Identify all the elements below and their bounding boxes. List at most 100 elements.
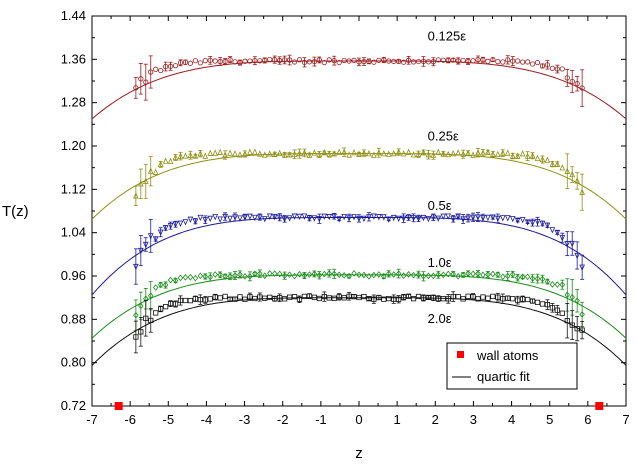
data-point [261,151,268,158]
data-point [559,310,565,316]
data-point [405,271,412,278]
data-point [207,215,214,223]
data-point [232,214,238,221]
data-point [579,188,585,195]
data-point [272,296,278,302]
data-point [475,270,481,277]
series-3-markers [133,268,585,331]
data-point [331,58,337,64]
data-point [549,160,556,167]
data-point [396,58,402,64]
data-point [425,215,432,223]
data-point [252,295,258,302]
data-point [544,302,551,308]
x-tick-label: -3 [239,412,251,427]
data-point [227,272,233,280]
data-point [485,214,491,222]
data-point [509,152,516,159]
fit-curve-0 [91,60,627,120]
data-point [410,296,417,302]
data-point [202,152,209,159]
data-point [158,67,164,74]
data-point [237,60,243,66]
data-point [549,65,555,71]
data-point [271,270,278,277]
data-point [187,298,194,304]
data-point [291,213,298,220]
data-point [495,294,501,300]
data-point [138,329,144,335]
data-point [361,149,367,156]
data-point [514,152,521,159]
data-point [579,85,585,91]
data-point [440,296,446,302]
axes: -7 -6 -5 -4 -3 -2 -1 0 1 2 3 4 5 6 7 0.72 0.80 0.88 0.96 1.… [2,8,630,462]
data-point [559,235,566,242]
data-point [346,293,352,299]
data-point [326,270,332,277]
data-point [177,274,184,282]
data-point [529,61,536,67]
data-point [371,271,377,279]
data-point [346,151,352,158]
data-point [252,214,258,222]
data-point [539,155,546,163]
data-point [227,149,233,156]
data-point [381,57,387,63]
series-labels: 0.125ε 0.25ε 0.5ε 1.0ε 2.0ε [428,28,467,326]
data-point [197,60,203,66]
data-point [266,150,273,157]
y-tick-label: 1.12 [61,181,86,196]
data-point [261,216,268,223]
data-point [475,296,481,302]
data-point [207,57,213,63]
data-point [162,281,169,289]
data-point [390,271,397,278]
data-point [475,149,481,156]
data-point [410,59,417,65]
data-point [147,233,154,240]
data-point [227,296,233,302]
data-point [450,149,457,157]
data-point [257,294,263,300]
data-point [247,148,253,155]
data-point [331,213,338,220]
x-tick-label: 5 [546,412,553,427]
data-point [232,150,238,157]
x-tick-label: -5 [163,412,175,427]
data-point [534,275,541,282]
data-point [510,58,516,64]
data-point [242,273,248,280]
data-point [212,149,219,156]
data-point [316,150,323,158]
data-point [187,151,194,158]
data-point [286,294,293,300]
data-point [153,310,159,316]
data-point [217,148,223,155]
data-point [420,148,427,156]
data-point [445,57,451,63]
data-point [341,295,347,301]
data-point [499,149,506,156]
data-point [346,215,352,222]
data-point [410,271,417,279]
data-point [306,215,313,222]
data-point [306,151,313,158]
data-point [485,58,491,64]
data-point [401,59,407,65]
data-point [534,59,541,66]
data-point [138,180,144,187]
fit-curve-4 [91,297,627,366]
data-point [569,170,576,178]
data-point [405,57,412,63]
data-point [133,192,139,199]
data-point [569,322,575,328]
data-point [415,150,422,157]
data-point [192,58,198,64]
data-point [460,296,466,302]
data-point [564,167,571,174]
data-point [296,149,303,157]
data-point [247,213,253,220]
data-point [401,294,407,300]
data-point [222,151,228,158]
